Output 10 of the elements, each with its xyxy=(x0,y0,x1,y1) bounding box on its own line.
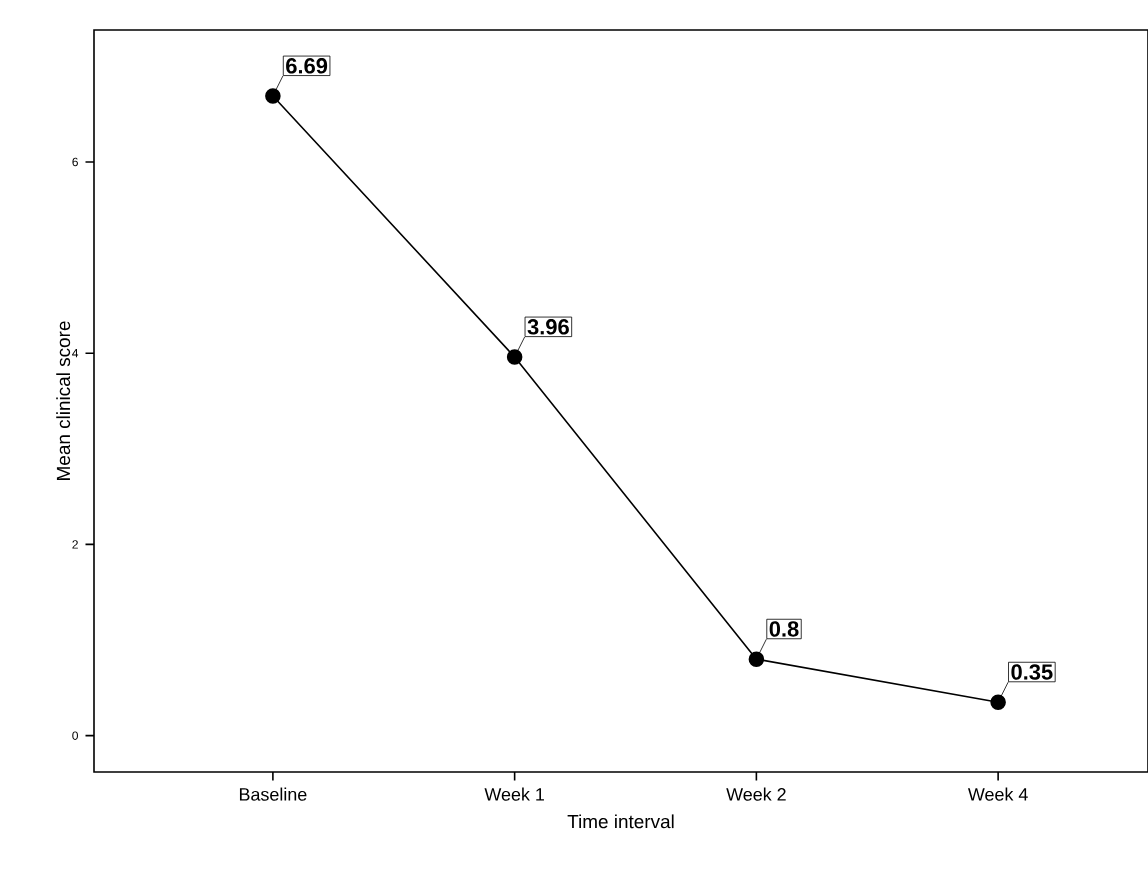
x-axis-title: Time interval xyxy=(567,814,674,829)
x-tick-label: Week 4 xyxy=(967,787,1028,801)
data-label: 0.35 xyxy=(1011,664,1053,680)
data-label: 0.8 xyxy=(769,621,799,637)
x-tick-label: Week 1 xyxy=(484,787,544,801)
data-label: 3.96 xyxy=(527,319,569,335)
y-axis-title: Mean clinical score xyxy=(56,321,71,480)
x-tick-label: Baseline xyxy=(239,787,307,801)
x-tick-label: Week 2 xyxy=(726,787,786,801)
data-label: 6.69 xyxy=(286,58,328,74)
